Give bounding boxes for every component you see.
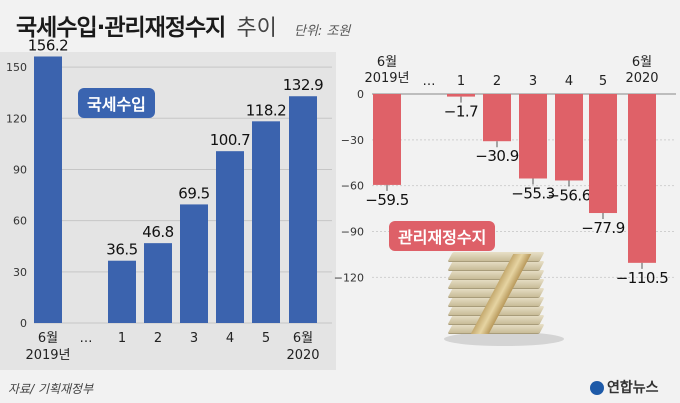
chart-subtitle: 추이: [236, 16, 277, 41]
money-stack-shadow: [444, 332, 564, 346]
y-tick-label: −60: [341, 180, 364, 193]
unit-label: 단위: 조원: [294, 24, 351, 39]
y-tick-label: 60: [13, 215, 27, 228]
title-row: 국세수입·관리재정수지 추이 단위: 조원: [16, 8, 350, 42]
tax-bar: [252, 121, 280, 323]
x-tick-label: 6월 2019년: [364, 55, 409, 86]
y-tick-label: 90: [13, 163, 27, 176]
y-tick-label: −30: [341, 134, 364, 147]
tax-bar: [34, 56, 62, 323]
deficit-bar: [373, 94, 401, 185]
deficit-bar: [447, 94, 475, 97]
y-tick-label: 120: [6, 112, 27, 125]
value-label: −59.5: [365, 191, 408, 209]
bill: [447, 324, 545, 334]
deficit-bar: [628, 94, 656, 263]
brand-icon: [590, 381, 604, 395]
x-tick-label: …: [80, 331, 93, 346]
tax-bar: [289, 96, 317, 323]
tax-bar: [180, 204, 208, 323]
y-tick-label: 150: [6, 61, 27, 74]
value-label: −55.3: [511, 184, 554, 202]
deficit-bar: [555, 94, 583, 181]
value-label: 132.9: [283, 76, 323, 94]
bill: [447, 270, 545, 280]
value-label: −77.9: [581, 219, 624, 237]
tax-bar: [144, 243, 172, 323]
money-stack-illustration: [444, 248, 564, 348]
x-tick-label: 5: [262, 331, 270, 346]
value-label: 100.7: [210, 131, 250, 149]
x-tick-label: 1: [457, 74, 465, 89]
x-tick-label: 5: [599, 74, 607, 89]
x-tick-label: 4: [226, 331, 234, 346]
value-label: 36.5: [106, 241, 137, 259]
value-label: 69.5: [178, 184, 209, 202]
x-tick-label: 2: [493, 74, 501, 89]
x-tick-label: 6월 2020: [625, 55, 658, 86]
brand-name: 연합뉴스: [607, 380, 659, 396]
value-label: −56.6: [547, 186, 590, 204]
y-tick-label: 0: [20, 317, 27, 330]
y-tick-label: −120: [334, 271, 364, 284]
bill: [447, 261, 545, 271]
value-label: 46.8: [142, 223, 173, 241]
value-label: 118.2: [246, 101, 286, 119]
deficit-bar: [519, 94, 547, 179]
x-tick-label: 2: [154, 331, 162, 346]
brand-logo: 연합뉴스: [590, 377, 659, 397]
x-tick-label: …: [423, 74, 436, 89]
y-tick-label: −90: [341, 226, 364, 239]
tax-revenue-badge: 국세수입: [78, 88, 155, 118]
value-label: 156.2: [28, 36, 68, 54]
x-tick-label: 3: [529, 74, 537, 89]
x-tick-label: 4: [565, 74, 573, 89]
x-tick-label: 1: [118, 331, 126, 346]
fiscal-balance-badge: 관리재정수지: [389, 221, 496, 251]
y-tick-label: 30: [13, 266, 27, 279]
value-label: −110.5: [616, 269, 669, 287]
source-note: 자료/ 기획재정부: [8, 382, 94, 396]
deficit-bar: [483, 94, 511, 142]
y-tick-label: 0: [357, 88, 364, 101]
value-label: −30.9: [475, 147, 518, 165]
value-label: −1.7: [444, 103, 478, 121]
deficit-bar: [589, 94, 617, 214]
x-tick-label: 3: [190, 331, 198, 346]
chart-title: 국세수입·관리재정수지: [16, 15, 226, 41]
x-tick-label: 6월 2020: [286, 331, 319, 363]
x-tick-label: 6월 2019년: [25, 331, 70, 363]
tax-bar: [108, 260, 136, 323]
tax-bar: [216, 151, 244, 323]
